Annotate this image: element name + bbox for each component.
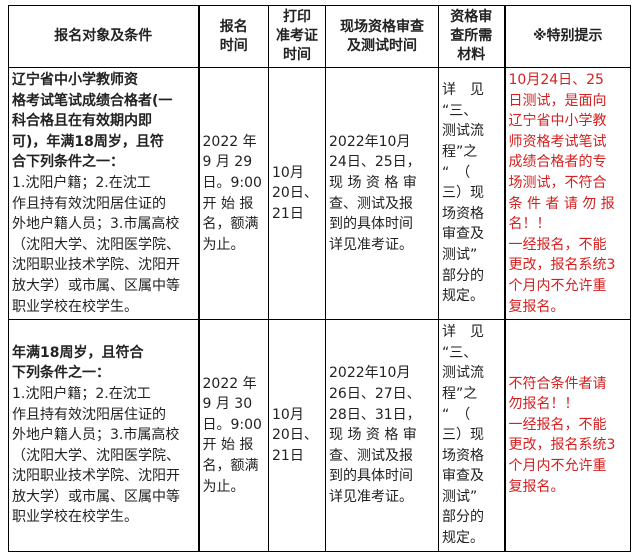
header-conditions: 报名对象及条件: [8, 5, 200, 68]
conditions-cell: 辽宁省中小学教师资 格考试笔试成绩合格者(一 科合格且在有效期内即 可)，年满1…: [8, 66, 200, 321]
signup-time-cell: 2022 年 9 月 29 日。9:00 开 始 报 名，额满 为止。: [198, 66, 269, 321]
header-notice: ※特别提示: [503, 5, 631, 68]
print-time-cell: 10月 20日、 21日: [268, 66, 326, 321]
header-materials: 资格审 查所需 材料: [438, 5, 505, 68]
header-signup-time: 报名 时间: [198, 5, 269, 68]
registration-table: 报名对象及条件 报名 时间 打印 准考证 时间 现场资格审查 及测试时间 资格审…: [8, 5, 631, 552]
conditions-list: 1.沈阳户籍；2.在沈工 作且持有效沈阳居住证的 外地户籍人员；3.市属高校 （…: [12, 385, 180, 526]
header-review-time: 现场资格审查 及测试时间: [325, 5, 439, 68]
signup-time-cell: 2022 年 9 月 30 日。9:00 开 始 报 名，额满 为止。: [198, 319, 269, 552]
header-row: 报名对象及条件 报名 时间 打印 准考证 时间 现场资格审查 及测试时间 资格审…: [8, 5, 631, 68]
header-print-time: 打印 准考证 时间: [268, 5, 326, 68]
conditions-bold: 辽宁省中小学教师资 格考试笔试成绩合格者(一 科合格且在有效期内即 可)，年满1…: [12, 72, 173, 171]
conditions-cell: 年满18周岁，且符合 下列条件之一： 1.沈阳户籍；2.在沈工 作且持有效沈阳居…: [8, 319, 200, 552]
review-time-cell: 2022年10月 26日、27日、 28日、31日， 现 场 资 格 审 查、测…: [325, 319, 439, 552]
print-time-cell: 10月 20日、 21日: [268, 319, 326, 552]
notice-cell: 10月24日、25 日测试，是面向 辽宁省中小学教 师资格考试笔试 成绩合格者的…: [503, 66, 631, 321]
conditions-bold: 年满18周岁，且符合 下列条件之一：: [12, 344, 144, 382]
materials-cell: 详 见 “三、 测试流 程”之 “ （ 三）现 场资格 审查及 测试” 部分的 …: [438, 319, 505, 552]
table-row: 辽宁省中小学教师资 格考试笔试成绩合格者(一 科合格且在有效期内即 可)，年满1…: [8, 66, 631, 321]
materials-cell: 详 见 “三、 测试流 程”之 “ （ 三）现 场资格 审查及 测试” 部分的 …: [438, 66, 505, 321]
table-row: 年满18周岁，且符合 下列条件之一： 1.沈阳户籍；2.在沈工 作且持有效沈阳居…: [8, 319, 631, 552]
conditions-list: 1.沈阳户籍；2.在沈工 作且持有效沈阳居住证的 外地户籍人员；3.市属高校 （…: [12, 174, 180, 315]
review-time-cell: 2022年10月 24日、25日， 现 场 资 格 审 查、测试及报 到的具体时…: [325, 66, 439, 321]
notice-cell: 不符合条件者请 勿报名！！ 一经报名，不能 更改，报名系统3 个月内不允许重 复…: [503, 319, 631, 552]
